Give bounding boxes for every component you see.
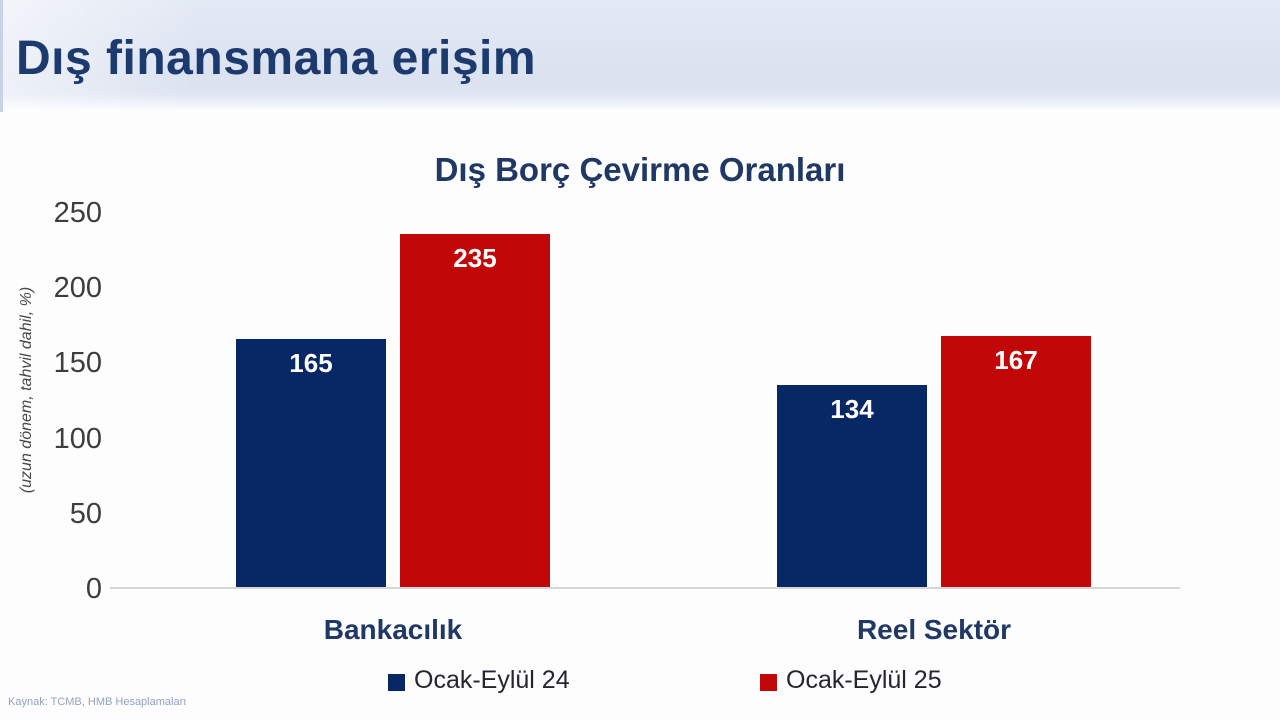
- bar-value-label: 165: [289, 348, 333, 378]
- plot-area: 165 235 134 167: [110, 213, 1180, 589]
- chart-legend: Ocak-Eylül 24 Ocak-Eylül 25: [0, 666, 1280, 700]
- bar-series-2-1: 235: [400, 234, 550, 587]
- page-title: Dış finansmana erişim: [16, 32, 537, 85]
- chart-title: Dış Borç Çevirme Oranları: [434, 151, 846, 188]
- bar-series-2-2: 167: [941, 336, 1091, 587]
- legend-label: Ocak-Eylül 24: [414, 666, 570, 694]
- header-banner: Dış finansmana erişim: [0, 0, 1280, 112]
- y-tick-label: 100: [53, 422, 102, 455]
- x-axis-category-labels: Bankacılık Reel Sektör: [110, 614, 1180, 650]
- legend-item: Ocak-Eylül 24: [388, 666, 570, 695]
- legend-label: Ocak-Eylül 25: [786, 666, 942, 694]
- bar-series-1-2: 134: [777, 385, 927, 587]
- legend-swatch-icon: [760, 673, 777, 691]
- y-tick-label: 0: [85, 573, 102, 605]
- category-label: Reel Sektör: [856, 614, 1012, 645]
- y-tick-label: 250: [53, 197, 102, 229]
- y-tick-label: 50: [69, 497, 102, 530]
- source-note: Kaynak: TCMB, HMB Hesaplamaları: [8, 696, 187, 708]
- y-tick-label: 200: [53, 272, 102, 305]
- bar-value-label: 134: [830, 394, 874, 424]
- y-axis-label: (uzun dönem, tahvil dahil, %): [18, 286, 35, 494]
- y-tick-label: 150: [53, 347, 102, 380]
- bar-value-label: 235: [453, 243, 497, 273]
- legend-swatch-icon: [388, 673, 405, 691]
- legend-item: Ocak-Eylül 25: [760, 666, 942, 695]
- y-axis-ticks: 0 50 100 150 200 250: [40, 198, 102, 605]
- bar-value-label: 167: [994, 345, 1038, 375]
- category-label: Bankacılık: [323, 614, 463, 645]
- bar-series-1-1: 165: [236, 339, 386, 587]
